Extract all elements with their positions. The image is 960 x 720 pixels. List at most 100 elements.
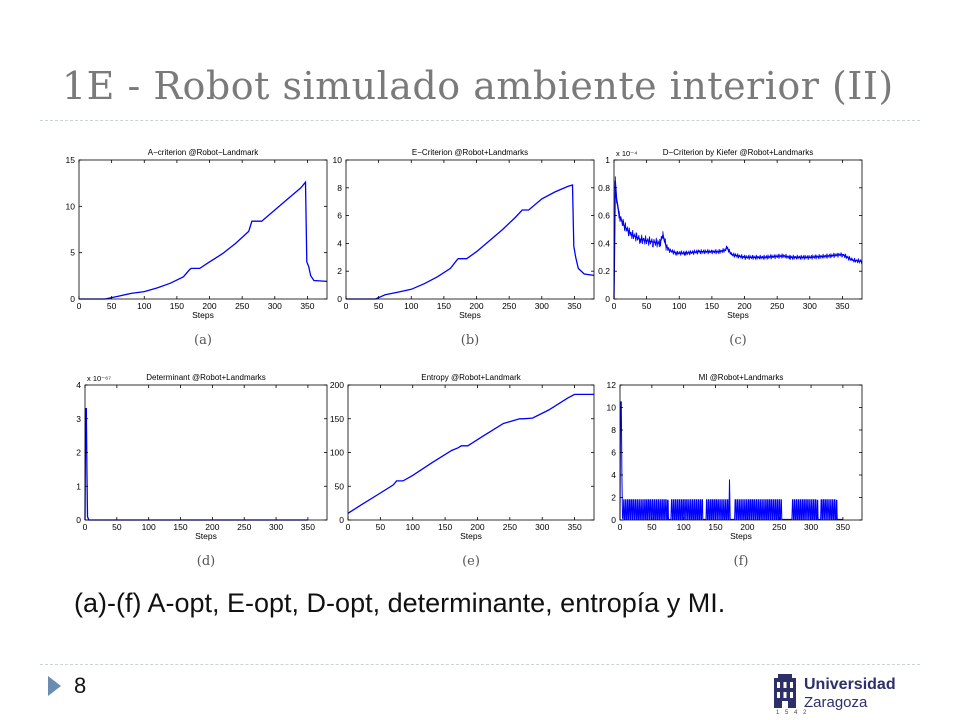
x-tick-label: 350 xyxy=(300,301,314,311)
x-tick-label: 100 xyxy=(142,522,156,532)
x-axis-label: Steps xyxy=(195,531,217,541)
series-noise xyxy=(613,176,862,300)
chart-title: Determinant @Robot+Landmarks xyxy=(146,373,266,382)
chart-panel-e: 0 50 100 150 200 250 300 350 0 50 100 150 200 Entropy… xyxy=(330,373,595,569)
y-tick-label: 1 xyxy=(605,155,610,165)
x-tick-label: 0 xyxy=(612,301,617,311)
x-tick-label: 150 xyxy=(173,522,187,532)
y-tick-label: 4 xyxy=(611,470,616,480)
x-tick-label: 250 xyxy=(237,522,251,532)
chart-panel-a: 0 50 100 150 200 250 300 350 0 5 10 15 A−criterion @… xyxy=(66,148,328,348)
y-tick-label: 10 xyxy=(66,201,76,211)
y-tick-label: 0 xyxy=(611,515,616,525)
x-tick-label: 0 xyxy=(77,301,82,311)
building-icon xyxy=(774,674,796,708)
y-tick-label: 3 xyxy=(76,414,81,424)
x-tick-label: 250 xyxy=(770,301,784,311)
y-tick-label: 5 xyxy=(70,248,75,258)
chart-title: MI @Robot+Landmarks xyxy=(699,373,784,382)
x-tick-label: 100 xyxy=(404,301,418,311)
logo-year: 1 5 4 2 xyxy=(776,710,809,716)
y-tick-label: 2 xyxy=(337,266,342,276)
chart-panel-b: 0 50 100 150 200 250 300 350 0 2 4 6 8 10 E−Criterion … xyxy=(333,148,595,348)
x-axis-label: Steps xyxy=(730,531,752,541)
logo-city: Zaragoza xyxy=(804,694,868,711)
x-tick-label: 300 xyxy=(535,301,549,311)
x-tick-label: 50 xyxy=(374,301,384,311)
x-axis-label: Steps xyxy=(192,310,214,320)
y-tick-label: 0 xyxy=(76,515,81,525)
x-axis-label: Steps xyxy=(459,310,481,320)
x-tick-label: 50 xyxy=(107,301,117,311)
y-tick-label: 150 xyxy=(330,414,344,424)
bullet-arrow-icon xyxy=(48,676,61,696)
x-tick-label: 50 xyxy=(647,522,657,532)
y-tick-label: 0 xyxy=(70,294,75,304)
x-tick-label: 200 xyxy=(469,301,483,311)
title-divider xyxy=(40,120,920,121)
figure-caption: (a)-(f) A-opt, E-opt, D-opt, determinant… xyxy=(74,588,726,618)
x-tick-label: 300 xyxy=(804,522,818,532)
x-tick-label: 250 xyxy=(503,522,517,532)
chart-title: D−Criterion by Kiefer @Robot+Landmarks xyxy=(663,148,813,157)
y-tick-label: 12 xyxy=(607,380,617,390)
page-number: 8 xyxy=(74,673,87,698)
x-tick-label: 150 xyxy=(708,522,722,532)
y-tick-label: 2 xyxy=(76,448,81,458)
x-tick-label: 0 xyxy=(83,522,88,532)
series-line xyxy=(84,407,308,521)
x-tick-label: 150 xyxy=(705,301,719,311)
x-tick-label: 0 xyxy=(344,301,349,311)
series-line xyxy=(347,393,594,514)
x-tick-label: 200 xyxy=(737,301,751,311)
x-tick-label: 100 xyxy=(406,522,420,532)
x-tick-label: 50 xyxy=(376,522,386,532)
y-tick-label: 0 xyxy=(337,294,342,304)
y-tick-label: 100 xyxy=(330,448,344,458)
y-exponent-label: x 10⁻⁶⁷ xyxy=(87,374,111,383)
x-tick-label: 50 xyxy=(112,522,122,532)
y-tick-label: 0.4 xyxy=(598,238,610,248)
y-tick-label: 10 xyxy=(333,155,343,165)
x-tick-label: 50 xyxy=(642,301,652,311)
x-tick-label: 250 xyxy=(772,522,786,532)
y-tick-label: 1 xyxy=(76,481,81,491)
footer-divider xyxy=(40,664,920,665)
x-tick-label: 150 xyxy=(437,301,451,311)
logo-name: Universidad xyxy=(804,676,896,693)
y-tick-label: 6 xyxy=(611,448,616,458)
chart-panel-d: 0 50 100 150 200 250 300 350 0 1 2 3 4 Determinant @R… xyxy=(76,373,328,569)
x-tick-label: 350 xyxy=(567,522,581,532)
x-tick-label: 350 xyxy=(567,301,581,311)
x-tick-label: 150 xyxy=(170,301,184,311)
x-tick-label: 150 xyxy=(438,522,452,532)
y-exponent-label: x 10⁻⁴ xyxy=(616,149,637,158)
chart-title: A−criterion @Robot−Landmark xyxy=(148,148,259,157)
panel-label: (d) xyxy=(197,554,215,569)
plot-frame xyxy=(613,159,863,300)
panel-label: (a) xyxy=(194,333,212,348)
panel-label: (b) xyxy=(461,333,479,348)
x-tick-label: 300 xyxy=(803,301,817,311)
x-tick-label: 300 xyxy=(535,522,549,532)
y-tick-label: 4 xyxy=(76,380,81,390)
x-tick-label: 200 xyxy=(205,522,219,532)
chart-panel-c: 0 50 100 150 200 250 300 350 0 0.2 0.4 0.6 0.8 1 D−Cri… xyxy=(598,148,863,348)
x-tick-label: 0 xyxy=(618,522,623,532)
y-tick-label: 8 xyxy=(611,425,616,435)
x-tick-label: 100 xyxy=(677,522,691,532)
plot-frame xyxy=(78,159,328,300)
y-tick-label: 0 xyxy=(339,515,344,525)
x-tick-label: 200 xyxy=(470,522,484,532)
x-tick-label: 350 xyxy=(835,301,849,311)
panel-label: (f) xyxy=(734,554,749,569)
x-tick-label: 100 xyxy=(137,301,151,311)
y-tick-label: 50 xyxy=(335,481,345,491)
series-line xyxy=(346,184,595,300)
x-tick-label: 250 xyxy=(502,301,516,311)
series-line xyxy=(79,180,328,300)
panel-label: (e) xyxy=(462,554,480,569)
chart-panel-f: 0 50 100 150 200 250 300 350 0 2 4 6 8 10 12 MI @Robot+… xyxy=(607,373,863,569)
x-axis-label: Steps xyxy=(727,310,749,320)
